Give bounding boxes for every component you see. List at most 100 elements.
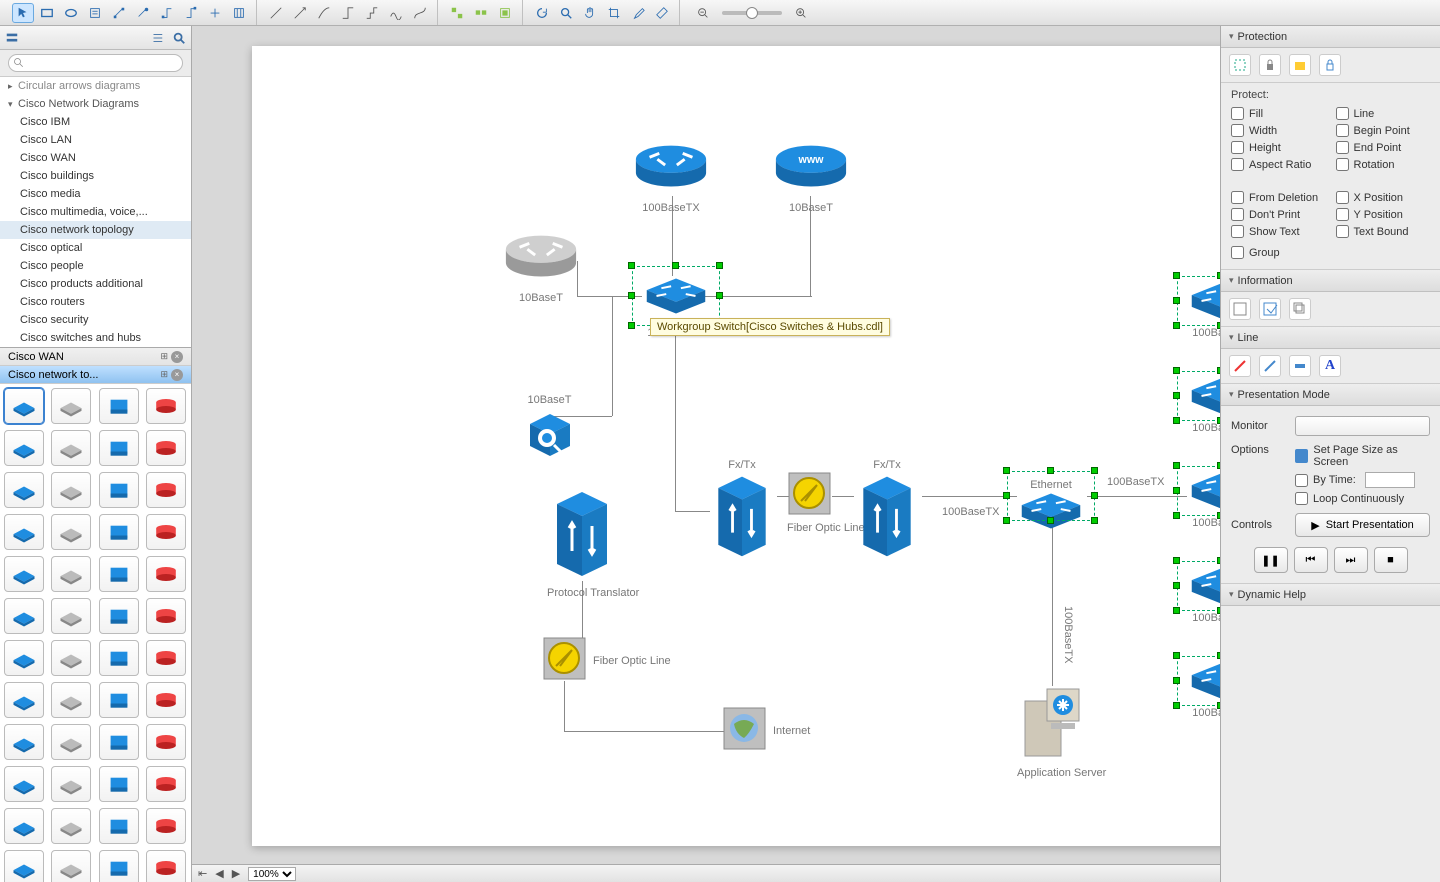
protect-check[interactable]: Height <box>1231 141 1326 154</box>
diagram-node-cloud-www[interactable]: www10BaseT <box>772 141 850 214</box>
shape-palette-item[interactable] <box>51 640 91 676</box>
line-ico-1[interactable] <box>1229 355 1251 377</box>
selection-handle[interactable] <box>1173 272 1180 279</box>
info-ico-1[interactable] <box>1229 298 1251 320</box>
stop-button[interactable]: ■ <box>1374 547 1408 573</box>
diagram-node-fxtx2[interactable]: Fx/Tx <box>852 456 922 564</box>
shape-palette-item[interactable] <box>146 472 186 508</box>
connector-tool-5[interactable] <box>204 3 226 23</box>
prev-button[interactable]: ⏮ <box>1294 547 1328 573</box>
protect-check[interactable]: Aspect Ratio <box>1231 158 1326 171</box>
selection-handle[interactable] <box>1173 392 1180 399</box>
hand-tool[interactable] <box>579 3 601 23</box>
by-time-check[interactable]: By Time: <box>1295 472 1430 488</box>
line-ico-3[interactable] <box>1289 355 1311 377</box>
pointer-tool[interactable] <box>12 3 34 23</box>
library-tab[interactable]: Cisco network to...⊞× <box>0 366 191 384</box>
selection-handle[interactable] <box>1173 677 1180 684</box>
shape-palette-item[interactable] <box>146 808 186 844</box>
zoom-out-button[interactable] <box>692 3 714 23</box>
align-tool-2[interactable] <box>470 3 492 23</box>
line-tool-3[interactable] <box>313 3 335 23</box>
shape-palette-item[interactable] <box>146 682 186 718</box>
line-tool-2[interactable] <box>289 3 311 23</box>
shape-palette-item[interactable] <box>99 388 139 424</box>
tree-item[interactable]: Cisco LAN <box>0 131 191 149</box>
shape-palette-item[interactable] <box>51 472 91 508</box>
selection-handle[interactable] <box>1173 322 1180 329</box>
selection-handle[interactable] <box>1173 702 1180 709</box>
selection-handle[interactable] <box>1173 462 1180 469</box>
tree-item[interactable]: Cisco IBM <box>0 113 191 131</box>
zoom-in-button[interactable] <box>790 3 812 23</box>
selection-handle[interactable] <box>1173 652 1180 659</box>
diagram-node-cube-lens[interactable]: 10BaseT <box>522 391 577 464</box>
protect-group-check[interactable]: Group <box>1231 246 1430 259</box>
shape-palette-item[interactable] <box>51 556 91 592</box>
shape-palette-item[interactable] <box>51 388 91 424</box>
zoom-select[interactable]: 100% <box>248 867 296 881</box>
protect-check[interactable]: Line <box>1336 107 1431 120</box>
shape-palette-item[interactable] <box>146 430 186 466</box>
protect-check[interactable]: From Deletion <box>1231 191 1326 204</box>
shape-palette-item[interactable] <box>99 682 139 718</box>
diagram-node-internet[interactable]: Internet <box>722 706 767 754</box>
align-tool-3[interactable] <box>494 3 516 23</box>
line-tool-5[interactable] <box>361 3 383 23</box>
zoom-tool[interactable] <box>555 3 577 23</box>
shape-palette-item[interactable] <box>146 598 186 634</box>
protect-ico-2[interactable] <box>1259 54 1281 76</box>
shape-palette-item[interactable] <box>4 766 44 802</box>
shape-palette-item[interactable] <box>99 472 139 508</box>
selection-handle[interactable] <box>1217 272 1220 279</box>
shape-palette-item[interactable] <box>4 808 44 844</box>
diagram-node-app-server[interactable]: Application Server <box>1017 681 1087 779</box>
diagram-node-router-gray[interactable]: 10BaseT <box>502 231 580 304</box>
selection-handle[interactable] <box>1047 467 1054 474</box>
selection-handle[interactable] <box>1047 517 1054 524</box>
selection-handle[interactable] <box>1217 607 1220 614</box>
selection-handle[interactable] <box>1217 417 1220 424</box>
protect-ico-1[interactable] <box>1229 54 1251 76</box>
tree-item[interactable]: Cisco switches and hubs <box>0 329 191 347</box>
protect-ico-4[interactable] <box>1319 54 1341 76</box>
protect-check[interactable]: End Point <box>1336 141 1431 154</box>
shape-palette-item[interactable] <box>99 598 139 634</box>
shape-palette-item[interactable] <box>99 514 139 550</box>
shape-palette-item[interactable] <box>4 682 44 718</box>
tree-item[interactable]: Cisco people <box>0 257 191 275</box>
selection-handle[interactable] <box>1217 702 1220 709</box>
protect-check[interactable]: Show Text <box>1231 225 1326 238</box>
selection-handle[interactable] <box>628 292 635 299</box>
protect-ico-3[interactable] <box>1289 54 1311 76</box>
connector-tool-3[interactable] <box>156 3 178 23</box>
shape-palette-item[interactable] <box>4 472 44 508</box>
shape-palette-item[interactable] <box>4 598 44 634</box>
selection-handle[interactable] <box>672 262 679 269</box>
set-page-check[interactable]: Set Page Size as Screen <box>1295 444 1430 468</box>
protect-check[interactable]: Fill <box>1231 107 1326 120</box>
tree-item[interactable]: Cisco routers <box>0 293 191 311</box>
search-icon[interactable] <box>171 30 187 46</box>
connector-tool-6[interactable] <box>228 3 250 23</box>
line-ico-2[interactable] <box>1259 355 1281 377</box>
selection-handle[interactable] <box>1173 417 1180 424</box>
selection-handle[interactable] <box>1173 557 1180 564</box>
protect-check[interactable]: Rotation <box>1336 158 1431 171</box>
selection-handle[interactable] <box>1217 652 1220 659</box>
shape-palette-item[interactable] <box>4 430 44 466</box>
selection-handle[interactable] <box>1173 297 1180 304</box>
line-tool-7[interactable] <box>409 3 431 23</box>
pause-button[interactable]: ❚❚ <box>1254 547 1288 573</box>
presentation-header[interactable]: Presentation Mode <box>1221 384 1440 406</box>
by-time-input[interactable] <box>1365 472 1415 488</box>
rect-tool[interactable] <box>36 3 58 23</box>
tree-item[interactable]: Cisco buildings <box>0 167 191 185</box>
shape-palette-item[interactable] <box>51 430 91 466</box>
info-ico-3[interactable] <box>1289 298 1311 320</box>
connector-tool-2[interactable] <box>132 3 154 23</box>
shape-palette-item[interactable] <box>51 724 91 760</box>
selection-handle[interactable] <box>1217 462 1220 469</box>
protect-check[interactable]: X Position <box>1336 191 1431 204</box>
tree-item[interactable]: Cisco optical <box>0 239 191 257</box>
